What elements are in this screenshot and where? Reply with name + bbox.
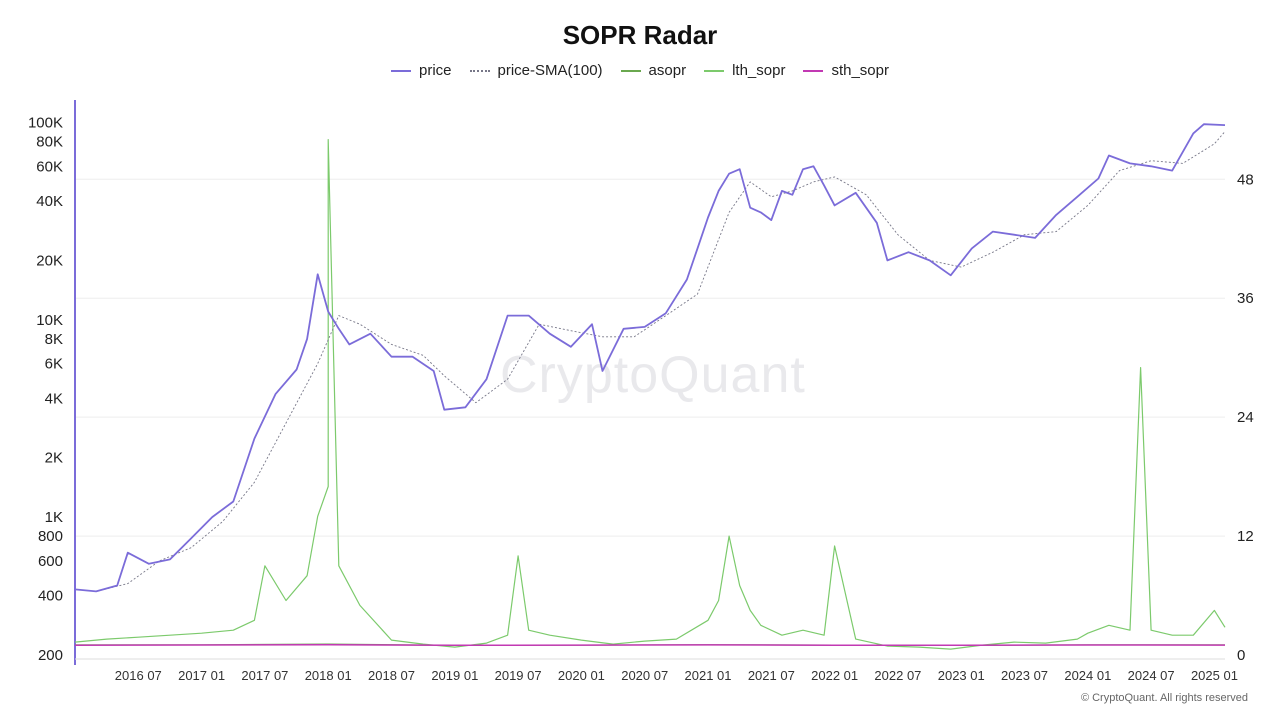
legend-item-asopr[interactable]: asopr [620,62,687,79]
y-left-tick-label: 80K [36,134,63,151]
series-line-lth-sopr [74,139,1226,650]
y-left-tick-label: 600 [38,553,63,570]
y-right-tick-label: 48 [1237,171,1254,188]
x-tick-label: 2018 01 [305,668,352,683]
y-right-tick-label: 24 [1237,409,1254,426]
y-left-tick-label: 10K [36,312,63,329]
y-left-tick-label: 4K [45,390,63,407]
y-left-tick-label: 8K [45,331,63,348]
copyright-footer: © CryptoQuant. All rights reserved [1080,692,1248,704]
y-left-tick-label: 400 [38,588,63,605]
chart-legend: price price-SMA(100) asopr lth_sopr sth_… [0,62,1280,79]
x-tick-label: 2018 07 [368,668,415,683]
y-right-tick-label: 0 [1237,647,1245,664]
legend-swatch-lth-sopr [704,69,725,72]
x-tick-label: 2024 07 [1128,668,1175,683]
series-line-price-sma-100 [95,131,1226,592]
y-left-tick-label: 1K [45,509,63,526]
grid-layer [75,178,1225,537]
x-tick-label: 2016 07 [115,668,162,683]
x-tick-label: 2022 01 [811,668,858,683]
series-layer [74,123,1226,650]
y-right-tick-label: 12 [1237,528,1254,545]
legend-label-price-sma: price-SMA(100) [497,62,603,79]
x-tick-label: 2017 07 [241,668,288,683]
x-tick-label: 2017 01 [178,668,225,683]
legend-swatch-asopr [620,69,641,72]
series-line-sth-sopr [74,644,1226,647]
legend-label-price: price [419,62,452,79]
legend-swatch-price-sma [469,69,490,72]
y-left-tick-label: 60K [36,158,63,175]
legend-label-sth-sopr: sth_sopr [831,62,889,79]
x-tick-label: 2020 07 [621,668,668,683]
chart-title: SOPR Radar [562,20,718,50]
y-left-tick-label: 6K [45,356,63,373]
legend-label-lth-sopr: lth_sopr [732,62,786,79]
legend-item-price[interactable]: price [391,62,452,79]
x-tick-label: 2024 01 [1064,668,1111,683]
legend-label-asopr: asopr [648,62,687,79]
series-line-price [74,123,1226,593]
y-left-tick-label: 40K [36,193,63,210]
legend-swatch-price [391,69,411,72]
x-tick-label: 2023 07 [1001,668,1048,683]
axis-layer: 0 12 24 36 48 100K 80K 60K 40K 20K 10K 8K 6K 4K 2K 1K 80… [28,100,1254,683]
y-left-tick-label: 100K [28,114,63,131]
y-left-tick-label: 2K [45,450,63,467]
watermark: CryptoQuant [500,346,806,404]
x-tick-label: 2019 01 [431,668,478,683]
x-tick-label: 2023 01 [938,668,985,683]
x-tick-label: 2022 07 [874,668,921,683]
y-left-tick-label: 800 [38,528,63,545]
y-left-tick-label: 20K [36,252,63,269]
y-left-tick-label: 200 [38,647,63,664]
x-tick-label: 2021 07 [748,668,795,683]
y-right-tick-label: 36 [1237,290,1254,307]
legend-swatch-sth-sopr [803,69,824,72]
x-tick-label: 2021 01 [685,668,732,683]
legend-item-lth-sopr[interactable]: lth_sopr [704,62,785,79]
x-tick-label: 2019 07 [495,668,542,683]
x-tick-label: 2020 01 [558,668,605,683]
x-tick-label: 2025 01 [1191,668,1238,683]
legend-item-sth-sopr[interactable]: sth_sopr [803,62,889,79]
legend-item-price-sma[interactable]: price-SMA(100) [469,62,603,79]
